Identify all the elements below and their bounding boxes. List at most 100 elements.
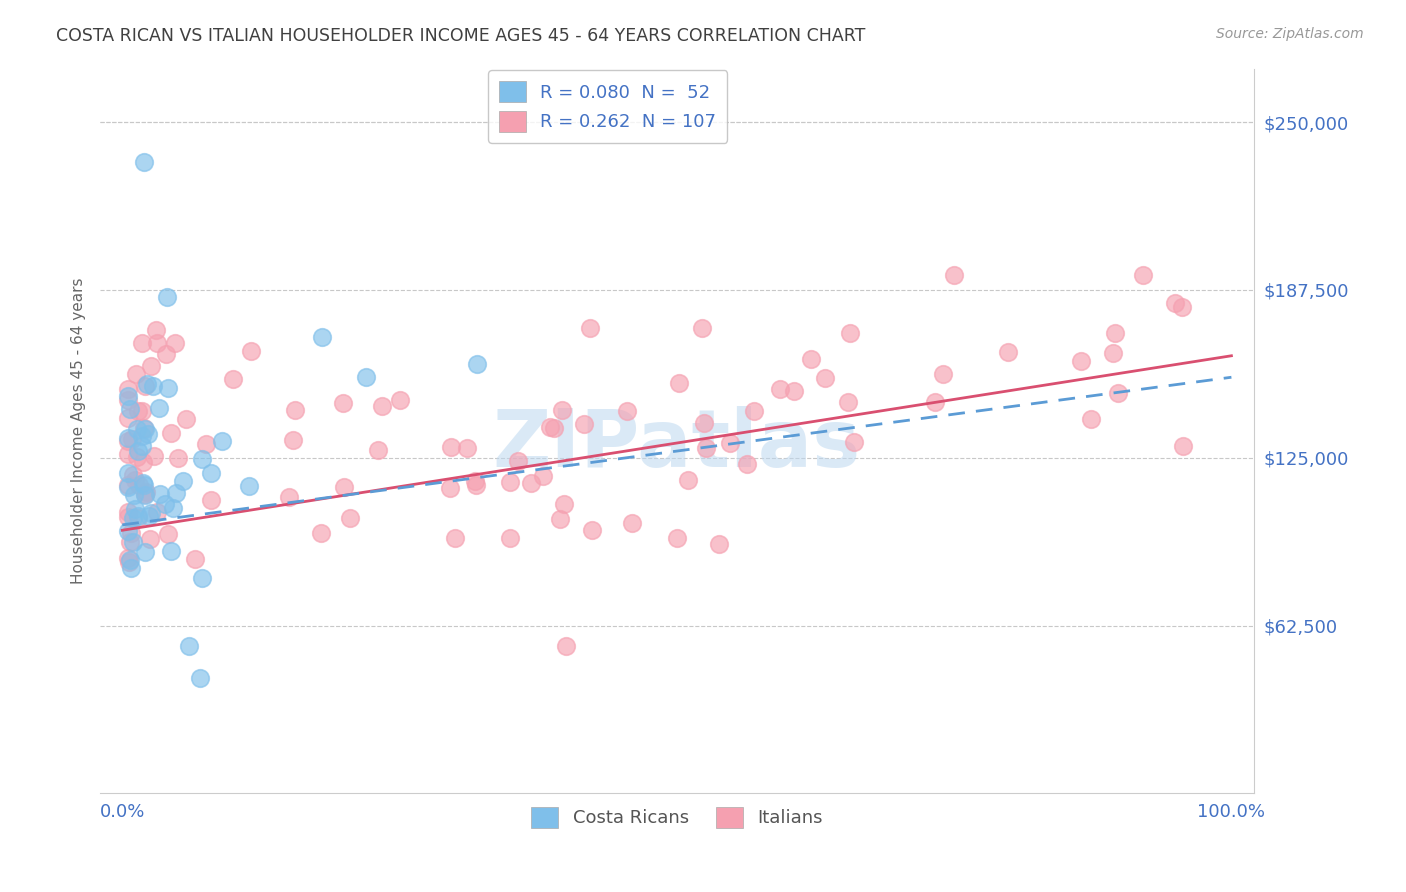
Point <box>117 383 139 397</box>
Point <box>117 505 139 519</box>
Point <box>121 433 143 447</box>
Point <box>839 326 862 341</box>
Point <box>668 376 690 390</box>
Point <box>127 443 149 458</box>
Text: Source: ZipAtlas.com: Source: ZipAtlas.com <box>1216 27 1364 41</box>
Point <box>520 475 543 490</box>
Point <box>131 439 153 453</box>
Point <box>121 535 143 549</box>
Point <box>117 524 139 539</box>
Point <box>172 474 194 488</box>
Point <box>1171 439 1194 453</box>
Point <box>572 417 595 431</box>
Point <box>676 473 699 487</box>
Point <box>132 455 155 469</box>
Point <box>166 485 188 500</box>
Point <box>132 476 155 491</box>
Point <box>238 479 260 493</box>
Point <box>932 367 955 381</box>
Point <box>550 403 572 417</box>
Point <box>837 394 859 409</box>
Point <box>121 468 143 483</box>
Point <box>311 330 333 344</box>
Point <box>1104 326 1126 340</box>
Point <box>543 420 565 434</box>
Point <box>531 468 554 483</box>
Point <box>122 511 145 525</box>
Point <box>195 437 218 451</box>
Point <box>117 480 139 494</box>
Legend: Costa Ricans, Italians: Costa Ricans, Italians <box>524 800 830 835</box>
Point <box>157 381 180 395</box>
Point <box>120 534 142 549</box>
Point <box>139 506 162 520</box>
Point <box>783 384 806 398</box>
Point <box>127 509 149 524</box>
Point <box>444 531 467 545</box>
Point <box>555 639 578 653</box>
Point <box>117 550 139 565</box>
Point <box>156 290 179 304</box>
Point <box>127 422 149 436</box>
Point <box>211 434 233 448</box>
Point <box>117 467 139 481</box>
Point <box>149 486 172 500</box>
Point <box>162 500 184 515</box>
Point <box>709 537 731 551</box>
Point <box>117 411 139 425</box>
Point <box>621 516 644 530</box>
Point <box>188 671 211 685</box>
Point <box>125 367 148 381</box>
Point <box>1070 354 1092 368</box>
Point <box>924 395 946 409</box>
Point <box>814 370 837 384</box>
Point <box>508 453 530 467</box>
Point <box>132 478 155 492</box>
Point <box>744 403 766 417</box>
Point <box>553 497 575 511</box>
Point <box>464 478 486 492</box>
Point <box>284 403 307 417</box>
Y-axis label: Householder Income Ages 45 - 64 years: Householder Income Ages 45 - 64 years <box>72 277 86 584</box>
Point <box>191 571 214 585</box>
Point <box>499 475 522 489</box>
Point <box>145 323 167 337</box>
Point <box>799 351 821 366</box>
Point <box>309 525 332 540</box>
Point <box>1107 385 1129 400</box>
Point <box>135 484 157 499</box>
Point <box>281 433 304 447</box>
Point <box>153 497 176 511</box>
Text: COSTA RICAN VS ITALIAN HOUSEHOLDER INCOME AGES 45 - 64 YEARS CORRELATION CHART: COSTA RICAN VS ITALIAN HOUSEHOLDER INCOM… <box>56 27 866 45</box>
Point <box>1132 268 1154 283</box>
Point <box>167 450 190 465</box>
Point <box>117 432 139 446</box>
Point <box>124 473 146 487</box>
Point <box>769 382 792 396</box>
Point <box>160 544 183 558</box>
Point <box>538 419 561 434</box>
Point <box>200 466 222 480</box>
Point <box>134 488 156 502</box>
Point <box>117 392 139 407</box>
Point <box>200 493 222 508</box>
Point <box>735 458 758 472</box>
Point <box>440 440 463 454</box>
Point <box>1164 295 1187 310</box>
Point <box>332 480 354 494</box>
Point <box>997 345 1019 359</box>
Point <box>943 268 966 283</box>
Point <box>465 357 488 371</box>
Point <box>118 402 141 417</box>
Point <box>134 378 156 392</box>
Point <box>142 449 165 463</box>
Point <box>844 434 866 449</box>
Point <box>240 343 263 358</box>
Point <box>693 416 716 430</box>
Point <box>690 321 713 335</box>
Point <box>134 545 156 559</box>
Point <box>616 403 638 417</box>
Point <box>117 389 139 403</box>
Point <box>278 490 301 504</box>
Point <box>695 442 717 456</box>
